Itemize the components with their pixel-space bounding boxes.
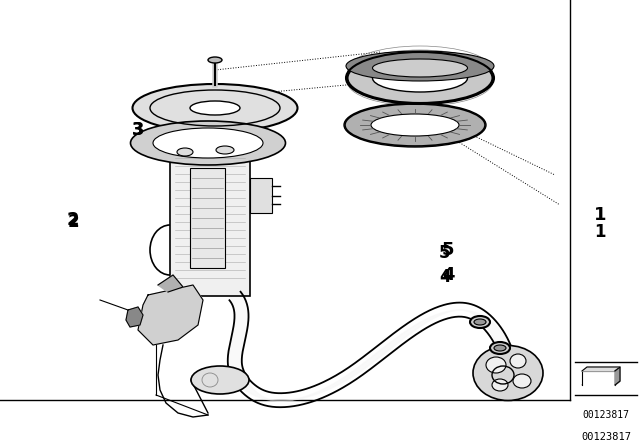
Polygon shape	[615, 367, 620, 385]
Bar	[190, 168, 225, 268]
Text: 5: 5	[442, 241, 454, 259]
Text: 2: 2	[67, 211, 79, 229]
Bar	[250, 178, 272, 213]
Text: 2: 2	[67, 213, 79, 231]
Ellipse shape	[346, 51, 494, 81]
Polygon shape	[126, 307, 143, 327]
Text: 3: 3	[132, 121, 144, 139]
Ellipse shape	[191, 366, 249, 394]
Polygon shape	[582, 381, 620, 385]
Ellipse shape	[190, 101, 240, 115]
Polygon shape	[138, 285, 203, 345]
Ellipse shape	[132, 84, 298, 132]
Ellipse shape	[513, 374, 531, 388]
Ellipse shape	[131, 121, 285, 165]
Text: 3: 3	[132, 121, 144, 139]
Ellipse shape	[345, 104, 485, 146]
Text: 1: 1	[594, 206, 606, 224]
Ellipse shape	[490, 342, 510, 354]
Ellipse shape	[208, 57, 222, 63]
Ellipse shape	[492, 379, 508, 391]
Ellipse shape	[473, 345, 543, 401]
Text: 00123817: 00123817	[582, 410, 630, 420]
Polygon shape	[158, 275, 183, 292]
Polygon shape	[582, 371, 615, 385]
Ellipse shape	[510, 354, 526, 368]
Polygon shape	[582, 367, 620, 371]
Text: 4: 4	[439, 268, 451, 286]
Ellipse shape	[153, 128, 263, 158]
Ellipse shape	[348, 53, 493, 103]
Ellipse shape	[474, 319, 486, 325]
Ellipse shape	[372, 64, 467, 92]
Text: 00123817: 00123817	[581, 432, 631, 442]
Ellipse shape	[216, 146, 234, 154]
Ellipse shape	[470, 316, 490, 328]
Bar	[170, 148, 250, 296]
Ellipse shape	[177, 148, 193, 156]
Text: 5: 5	[439, 244, 451, 262]
Text: 1: 1	[595, 223, 605, 241]
Text: 4: 4	[442, 266, 454, 284]
Ellipse shape	[371, 114, 459, 136]
Ellipse shape	[486, 357, 506, 373]
Ellipse shape	[372, 59, 467, 77]
Ellipse shape	[494, 345, 506, 351]
